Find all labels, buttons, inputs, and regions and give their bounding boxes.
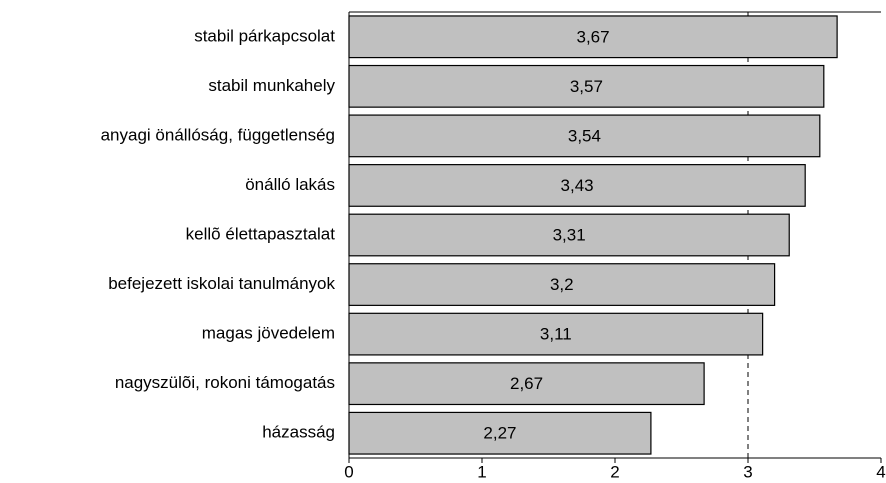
y-tick-label: magas jövedelem <box>202 324 335 343</box>
x-tick-label: 4 <box>876 462 885 481</box>
value-label: 3,57 <box>570 77 603 96</box>
bar <box>348 15 838 59</box>
value-label: 3,54 <box>568 126 601 145</box>
x-tick-label: 2 <box>610 462 619 481</box>
y-tick-label: kellõ élettapasztalat <box>186 224 336 243</box>
x-tick-label: 0 <box>344 462 353 481</box>
value-label: 2,27 <box>483 424 516 443</box>
value-label: 3,31 <box>553 225 586 244</box>
x-tick-label: 3 <box>743 462 752 481</box>
y-tick-label: nagyszülõi, rokoni támogatás <box>115 373 335 392</box>
y-tick-label: házasság <box>262 423 335 442</box>
bar <box>348 213 790 257</box>
bar <box>348 411 652 455</box>
value-label: 3,2 <box>550 275 574 294</box>
y-tick-label: anyagi önállóság, függetlenség <box>101 125 335 144</box>
bar <box>348 263 776 306</box>
bar <box>348 312 764 356</box>
value-label: 3,43 <box>561 176 594 195</box>
y-tick-label: befejezett iskolai tanulmányok <box>108 274 335 293</box>
y-tick-label: stabil párkapcsolat <box>194 26 335 45</box>
bar <box>348 164 806 207</box>
value-label: 3,11 <box>540 325 572 344</box>
x-tick-label: 1 <box>477 462 486 481</box>
y-tick-label: önálló lakás <box>245 175 335 194</box>
bar <box>348 362 705 406</box>
value-label: 3,67 <box>577 27 610 46</box>
value-label: 2,67 <box>510 374 543 393</box>
y-tick-label: stabil munkahely <box>208 76 335 95</box>
bar <box>348 64 825 108</box>
